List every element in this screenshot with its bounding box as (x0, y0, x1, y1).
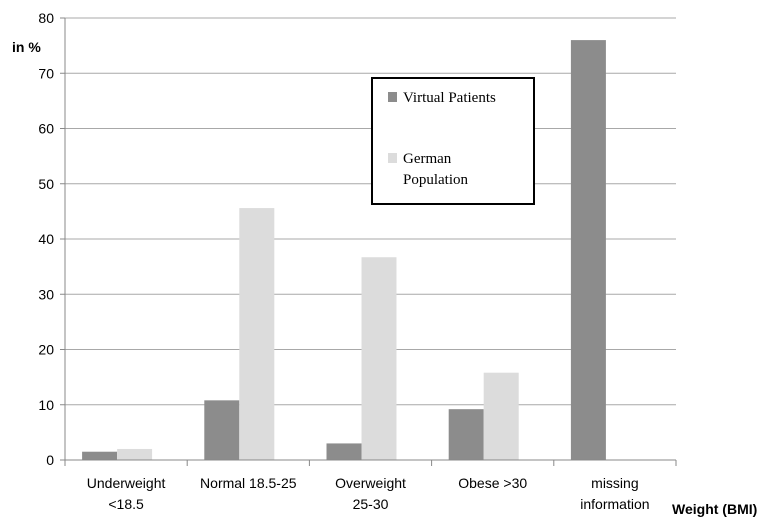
x-category-label: missing (591, 475, 638, 491)
y-tick-label: 50 (38, 176, 54, 192)
x-category-label: Obese >30 (458, 475, 527, 491)
y-axis-title: in % (12, 39, 41, 55)
y-tick-label: 30 (38, 286, 54, 302)
category-labels: Underweight <18.5 Normal 18.5-25 Overweight… (87, 475, 650, 512)
bar-virtual-patients (204, 400, 240, 460)
legend-swatch (388, 92, 397, 102)
y-tick-label: 0 (46, 452, 54, 468)
x-category-label: Overweight (335, 475, 406, 491)
legend-swatch (388, 153, 397, 163)
y-tick-label: 40 (38, 231, 54, 247)
bar-german-population (117, 448, 153, 460)
y-tick-label: 10 (38, 397, 54, 413)
x-category-label: <18.5 (108, 496, 144, 512)
x-axis-title: Weight (BMI) (672, 501, 757, 517)
x-category-label: Normal 18.5-25 (200, 475, 297, 491)
legend-label: Virtual Patients (403, 90, 496, 106)
axes (64, 18, 677, 466)
y-tick-label: 20 (38, 342, 54, 358)
y-tick-label: 60 (38, 121, 54, 137)
bar-virtual-patients (448, 409, 484, 460)
legend-box (371, 77, 535, 205)
bars (82, 40, 606, 460)
y-tick-labels: 0 10 20 30 40 50 60 70 80 (38, 10, 54, 468)
x-category-label: information (580, 496, 649, 512)
x-category-label: 25-30 (353, 496, 389, 512)
bar-virtual-patients (570, 40, 606, 460)
bar-german-population (239, 208, 275, 460)
bar-virtual-patients (326, 443, 362, 460)
bar-german-population (483, 372, 519, 460)
x-category-label: Underweight (87, 475, 166, 491)
legend-label: German (403, 151, 452, 167)
bar-german-population (361, 257, 397, 460)
y-tick-label: 80 (38, 10, 54, 26)
legend: Virtual Patients German Population (371, 77, 535, 205)
bar-virtual-patients (82, 451, 118, 460)
legend-label: Population (403, 172, 469, 188)
y-tick-label: 70 (38, 65, 54, 81)
